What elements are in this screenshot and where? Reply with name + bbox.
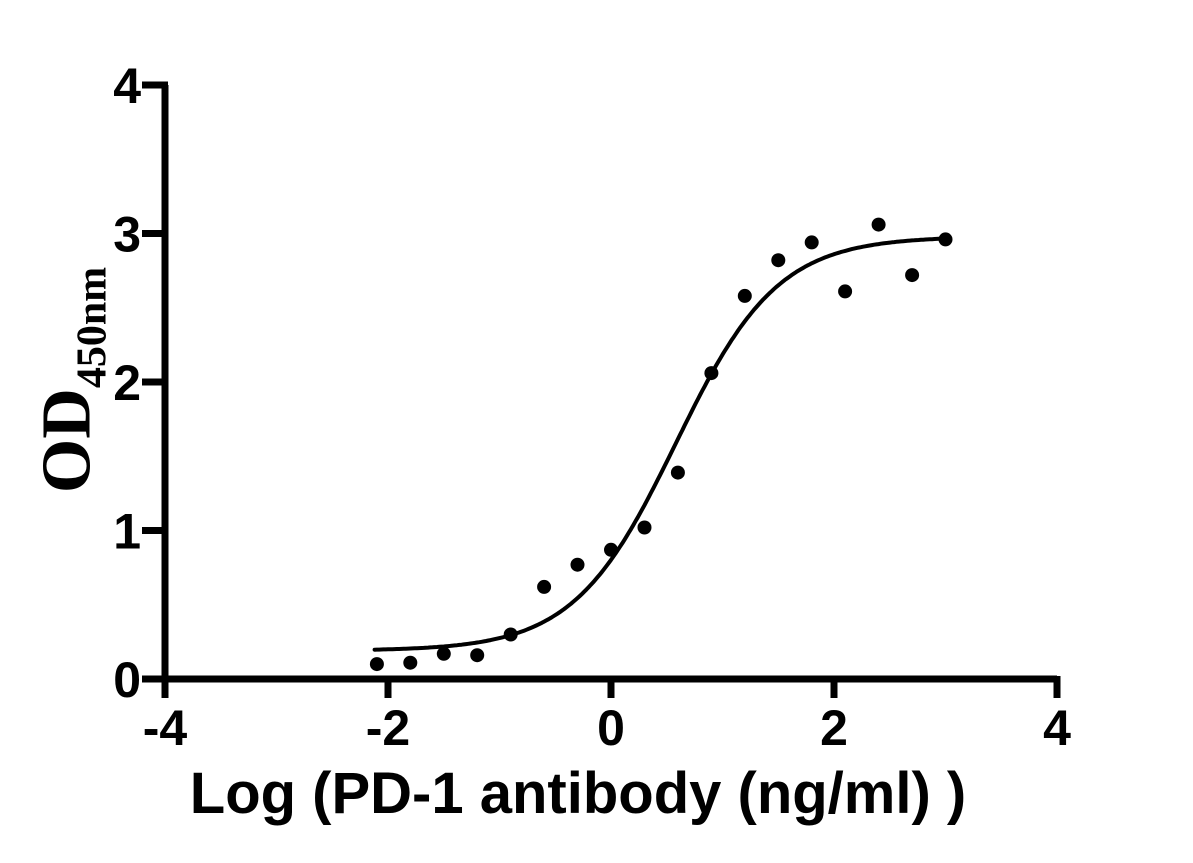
data-point [737,288,752,303]
x-tick-label: -2 [366,700,410,756]
y-tick-label: 1 [113,504,141,560]
data-point [369,657,384,672]
y-axis-title: OD450nm [28,267,117,493]
data-point [537,579,552,594]
data-point [403,655,418,670]
x-tick-label: 4 [1043,700,1071,756]
data-point [838,284,853,299]
data-point [570,557,585,572]
y-axis-title-subscript: 450nm [69,266,116,389]
fit-curve [372,236,948,652]
data-point [503,627,518,642]
data-point [771,253,786,268]
data-point [637,520,652,535]
data-point [436,646,451,661]
y-tick-label: 2 [113,355,141,411]
y-tick-label: 4 [113,58,141,114]
data-point [704,366,719,381]
y-axis-title-main: OD [28,388,106,494]
data-point [604,542,618,557]
y-tick-label: 0 [113,652,141,708]
data-point [670,465,685,480]
y-tick-label: 3 [113,207,141,263]
x-tick-label: 0 [597,700,625,756]
x-tick-label: 2 [820,700,848,756]
data-point [804,235,819,250]
x-axis-title: Log (PD-1 antibody (ng/ml) ) [189,761,967,826]
data-point [470,648,485,663]
data-point [938,232,953,247]
data-point [871,217,886,232]
x-tick-label: -4 [143,700,188,756]
data-point [905,268,920,283]
